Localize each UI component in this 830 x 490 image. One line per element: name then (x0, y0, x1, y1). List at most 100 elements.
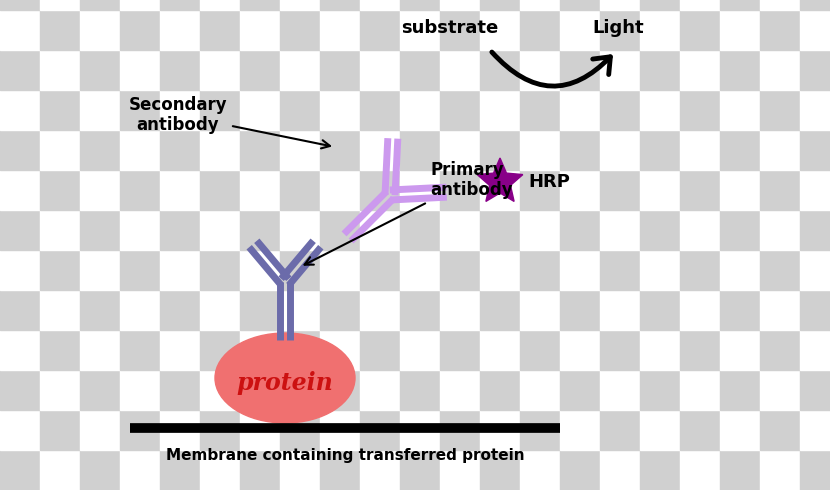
Bar (600, 330, 640, 370)
Bar (120, 450, 160, 490)
Bar (480, 130, 520, 170)
Bar (600, 410, 640, 450)
Bar (200, 130, 240, 170)
Bar (600, 250, 640, 290)
Bar (520, 410, 560, 450)
Bar (240, 0, 280, 10)
Bar (200, 210, 240, 250)
Bar (480, 10, 520, 50)
Bar (320, 10, 360, 50)
Bar (40, 90, 80, 130)
Bar (200, 330, 240, 370)
Bar (600, 290, 640, 330)
Bar (320, 330, 360, 370)
Bar (800, 410, 830, 450)
Bar (40, 250, 80, 290)
Bar (680, 450, 720, 490)
Bar (0, 210, 40, 250)
Bar (680, 0, 720, 10)
Bar (800, 330, 830, 370)
Bar (40, 330, 80, 370)
Bar (160, 130, 200, 170)
Bar (480, 170, 520, 210)
Bar (640, 90, 680, 130)
Bar (80, 370, 120, 410)
FancyArrowPatch shape (492, 52, 610, 86)
Bar (480, 290, 520, 330)
Bar (0, 250, 40, 290)
Bar (640, 330, 680, 370)
Bar (480, 210, 520, 250)
Bar (200, 90, 240, 130)
Bar (40, 450, 80, 490)
Bar (360, 10, 400, 50)
Bar (520, 0, 560, 10)
Bar (720, 170, 760, 210)
Bar (240, 410, 280, 450)
Bar (0, 10, 40, 50)
Bar (520, 10, 560, 50)
Bar (800, 170, 830, 210)
Bar (520, 450, 560, 490)
Bar (680, 170, 720, 210)
Bar (600, 50, 640, 90)
Bar (520, 250, 560, 290)
Bar (40, 10, 80, 50)
Bar (760, 130, 800, 170)
Bar (440, 50, 480, 90)
Bar (0, 170, 40, 210)
Text: Primary
antibody: Primary antibody (305, 161, 513, 265)
Bar (600, 370, 640, 410)
Bar (360, 170, 400, 210)
Bar (240, 210, 280, 250)
Bar (80, 50, 120, 90)
Bar (760, 330, 800, 370)
Bar (600, 210, 640, 250)
Bar (400, 170, 440, 210)
Bar (400, 50, 440, 90)
Bar (0, 290, 40, 330)
Bar (120, 330, 160, 370)
Bar (280, 410, 320, 450)
Bar (760, 410, 800, 450)
Bar (440, 90, 480, 130)
Bar (240, 170, 280, 210)
Bar (760, 10, 800, 50)
Bar (200, 370, 240, 410)
Bar (160, 170, 200, 210)
Bar (320, 450, 360, 490)
Bar (440, 330, 480, 370)
Bar (640, 370, 680, 410)
Bar (480, 0, 520, 10)
Bar (120, 210, 160, 250)
Bar (80, 410, 120, 450)
Bar (320, 50, 360, 90)
Bar (400, 10, 440, 50)
Bar (800, 210, 830, 250)
Bar (560, 130, 600, 170)
Bar (120, 0, 160, 10)
Bar (160, 290, 200, 330)
Bar (480, 250, 520, 290)
Bar (520, 290, 560, 330)
Bar (720, 250, 760, 290)
Bar (520, 330, 560, 370)
Bar (240, 250, 280, 290)
Bar (80, 0, 120, 10)
Bar (400, 450, 440, 490)
Bar (640, 250, 680, 290)
Bar (320, 90, 360, 130)
Bar (600, 10, 640, 50)
Bar (400, 210, 440, 250)
Bar (600, 0, 640, 10)
Bar (120, 50, 160, 90)
Bar (160, 90, 200, 130)
Bar (560, 330, 600, 370)
Bar (560, 170, 600, 210)
Bar (360, 90, 400, 130)
Bar (320, 290, 360, 330)
Bar (440, 210, 480, 250)
Bar (760, 90, 800, 130)
Bar (400, 90, 440, 130)
Bar (0, 330, 40, 370)
